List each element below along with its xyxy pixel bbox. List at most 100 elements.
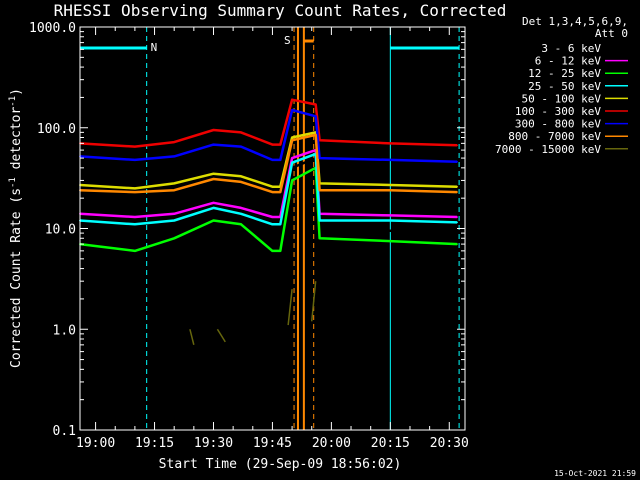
y-axis-label-mid: detector [9, 107, 24, 178]
x-tick-label-1: 19:15 [135, 436, 174, 451]
series-7000-15000-kev-segment-0 [189, 329, 195, 346]
series-12-25-kev-point-9 [318, 237, 321, 240]
series-12-25-kev-point-1 [134, 250, 136, 252]
series-50-100-kev-point-10 [389, 184, 392, 186]
y-tick-label-3: 100.0 [37, 122, 76, 137]
footer-date: 15-Oct-2021 21:59 [554, 469, 636, 478]
series-12-25-kev-point-2 [173, 237, 175, 240]
series-300-800-kev-point-2 [173, 155, 175, 158]
series-50-100-kev-point-2 [173, 182, 175, 185]
series-7000-15000-kev-segment-1 [216, 328, 226, 343]
legend-label-25-50-kev: 25 - 50 keV [528, 80, 601, 93]
series-12-25-kev-point-5 [271, 250, 274, 252]
series-6-12-kev-point-1 [134, 216, 136, 218]
series-300-800-kev-point-4 [240, 145, 242, 148]
y-axis-label-sup1: -1 [8, 177, 18, 188]
series-300-800-kev-point-8 [314, 115, 317, 118]
legend-label-7000-15000-kev: 7000 - 15000 keV [495, 143, 601, 156]
series-800-7000-kev-point-6 [279, 191, 282, 193]
series-300-800-kev-point-7 [291, 109, 293, 111]
x-tick-label-2: 19:30 [194, 436, 233, 451]
legend-label-800-7000-kev: 800 - 7000 keV [508, 130, 601, 143]
series-800-7000-kev-point-9 [318, 189, 321, 191]
series-25-50-kev-point-4 [240, 212, 242, 215]
series-3-6-kev-point-1 [134, 232, 136, 234]
series-6-12-kev-point-11 [456, 216, 458, 218]
series-25-50-kev-line [79, 152, 458, 226]
series-300-800-kev-point-6 [279, 159, 282, 161]
series-100-300-kev-point-8 [314, 103, 317, 106]
series-25-50-kev-point-6 [279, 223, 282, 226]
series-25-50-kev-point-1 [134, 223, 136, 226]
series-100-300-kev-point-11 [456, 144, 458, 147]
series-800-7000-kev-point-11 [456, 191, 458, 193]
x-tick-label-4: 20:00 [312, 436, 351, 451]
legend-label-300-800-kev: 300 - 800 keV [515, 118, 601, 131]
saa-label: S [284, 34, 291, 47]
series-3-6-kev-point-4 [240, 219, 242, 222]
axes-layer: 0.1 1.0 10.0 100.0 1000.0 19:00 19:15 19:30 19:4… [29, 21, 469, 451]
series-300-800-kev-point-9 [318, 157, 321, 159]
series-3-6-kev-point-6 [279, 232, 282, 234]
legend-label-12-25-kev: 12 - 25 keV [528, 67, 601, 80]
series-3-6-kev-point-10 [389, 229, 392, 232]
series-100-300-kev-point-2 [173, 141, 175, 143]
series-3-6-kev-point-3 [212, 216, 215, 218]
series-3-6-kev-line [79, 156, 458, 235]
series-12-25-kev-line [79, 166, 458, 253]
series-12-25-kev-point-10 [389, 240, 392, 242]
series-25-50-kev-point-5 [271, 223, 274, 226]
series-50-100-kev-point-7 [291, 136, 293, 139]
x-tick-label-0: 19:00 [76, 436, 115, 451]
series-12-25-kev-point-3 [212, 219, 215, 222]
series-25-50-kev-point-9 [318, 219, 321, 222]
series-800-7000-kev-point-5 [271, 191, 274, 193]
x-tick-label-5: 20:15 [371, 436, 410, 451]
legend-header-line-2: Att 0 [595, 27, 628, 40]
series-300-800-kev-line [79, 108, 458, 163]
series-800-7000-kev-point-3 [212, 178, 215, 180]
legend-label-100-300-kev: 100 - 300 keV [515, 105, 601, 118]
series-800-7000-kev-point-4 [240, 181, 242, 183]
series-3-6-kev-point-5 [271, 232, 274, 234]
y-axis-label-end: ) [9, 88, 24, 96]
series-300-800-kev-point-3 [212, 143, 215, 146]
series-100-300-kev-point-4 [240, 131, 242, 134]
x-tick-label-3: 19:45 [253, 436, 292, 451]
legend-label-6-12-kev: 6 - 12 keV [535, 55, 602, 68]
series-800-7000-kev-point-2 [173, 189, 175, 191]
series-6-12-kev-point-2 [173, 212, 175, 215]
series-3-6-kev-point-11 [456, 232, 458, 234]
series-50-100-kev-point-11 [456, 185, 458, 188]
legend-header-line-1: Det 1,3,4,5,6,9, [522, 15, 628, 28]
y-tick-label-0: 0.1 [53, 424, 76, 439]
series-300-800-kev-point-11 [456, 160, 458, 163]
y-axis-label: Corrected Count Rate (s-1 detector-1) [8, 88, 24, 368]
series-25-50-kev-point-11 [456, 221, 458, 224]
series-800-7000-kev-point-8 [314, 134, 317, 136]
x-axis-label: Start Time (29-Sep-09 18:56:02) [159, 457, 402, 472]
series-3-6-kev-point-2 [173, 227, 175, 230]
series-50-100-kev-point-3 [212, 172, 215, 175]
series-25-50-kev-point-10 [389, 219, 392, 222]
series-50-100-kev-point-4 [240, 175, 242, 178]
series-300-800-kev-point-1 [134, 159, 136, 161]
legend-label-3-6-kev: 3 - 6 keV [541, 42, 601, 55]
series-800-7000-kev-point-7 [291, 139, 293, 142]
series-7000-15000-kev-segment-2 [287, 289, 293, 326]
series-12-25-kev-point-11 [456, 243, 458, 245]
chart-title: RHESSI Observing Summary Count Rates, Co… [54, 1, 507, 20]
series-100-300-kev-line [79, 98, 458, 148]
x-tick-label-6: 20:30 [430, 436, 469, 451]
series-800-7000-kev-line [79, 133, 458, 194]
y-axis-label-main: Corrected Count Rate (s [9, 188, 24, 368]
y-axis-label-sup2: -1 [8, 96, 18, 107]
series-100-300-kev-point-6 [279, 143, 282, 146]
series-6-12-kev-line [79, 148, 458, 219]
series-100-300-kev-point-3 [212, 129, 215, 131]
series-300-800-kev-point-10 [389, 159, 392, 161]
series-25-50-kev-point-7 [291, 161, 293, 164]
